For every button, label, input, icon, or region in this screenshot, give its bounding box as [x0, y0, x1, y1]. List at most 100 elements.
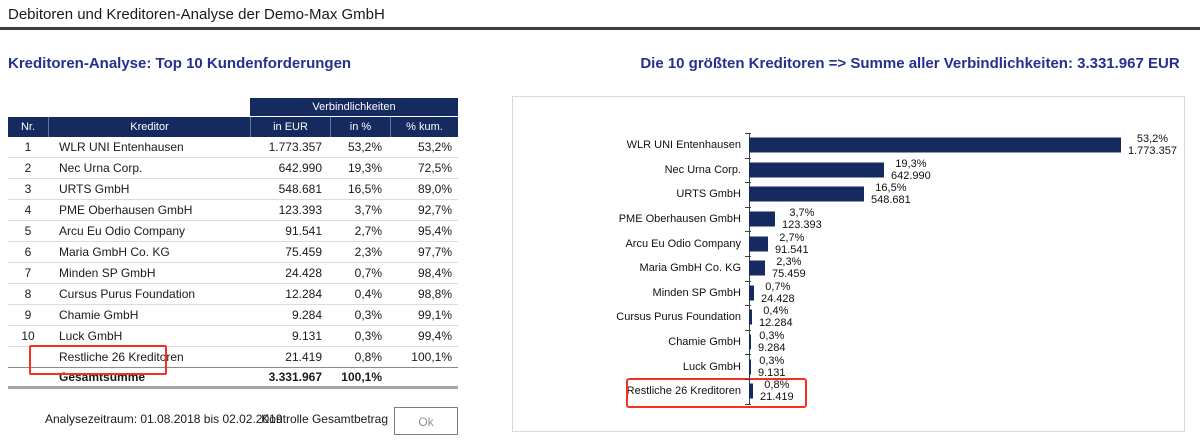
chart-title: Die 10 größten Kreditoren => Summe aller…: [640, 55, 1180, 72]
data-label-percent: 3,7%: [789, 207, 815, 220]
control-total-label: Kontrolle Gesamtbetrag: [261, 412, 388, 426]
chart-row: Maria GmbH Co. KG 2,3% 75.459: [513, 256, 1184, 281]
creditor-table: Verbindlichkeiten Nr. Kreditor in EUR in…: [8, 98, 458, 389]
chart-data-label: 2,7% 91.541: [775, 232, 809, 256]
data-label-value: 21.419: [760, 391, 794, 404]
table-cell: 642.990: [278, 161, 322, 175]
column-header-nr: Nr.: [20, 121, 36, 133]
table-cell: 3,7%: [354, 203, 382, 217]
chart-data-label: 0,8% 21.419: [760, 379, 794, 403]
axis-tick: [745, 305, 751, 307]
chart-bar: [749, 260, 765, 276]
group-header-verbindlichkeiten: Verbindlichkeiten: [250, 98, 458, 116]
chart-bar: [749, 186, 864, 202]
column-header-eur: in EUR: [250, 117, 330, 137]
table-cell: 24.428: [285, 266, 322, 280]
table-cell: Cursus Purus Foundation: [59, 287, 196, 301]
table-cell: 9.131: [291, 329, 322, 343]
table-header-row: Nr. Kreditor in EUR in % % kum.: [8, 117, 458, 137]
chart-bar: [749, 383, 753, 399]
chart-category-label: PME Oberhausen GmbH: [618, 213, 741, 226]
table-cell: Luck GmbH: [59, 329, 123, 343]
chart-panel: WLR UNI Entenhausen 53,2% 1.773.357 Nec Urn…: [512, 96, 1185, 432]
table-cell: 10: [21, 329, 35, 343]
table-cell: 53,2%: [347, 140, 382, 154]
table-cell: 5: [24, 224, 32, 238]
table-cell: 7: [24, 266, 32, 280]
table-cell: 100,1%: [411, 350, 452, 364]
table-cell: 8: [24, 287, 32, 301]
axis-tick: [745, 354, 751, 356]
table-cell: Nec Urna Corp.: [59, 161, 143, 175]
table-cell: 9: [24, 308, 32, 322]
table-cell: Restliche 26 Kreditoren: [59, 350, 184, 364]
table-row: 5 Arcu Eu Odio Company 91.541 2,7% 95,4%: [8, 221, 458, 242]
chart-data-label: 2,3% 75.459: [772, 256, 806, 280]
table-cell: 6: [24, 245, 32, 259]
axis-tick: [745, 329, 751, 331]
chart-category-label: Cursus Purus Foundation: [616, 311, 741, 324]
chart-bar: [749, 211, 775, 227]
left-section-title: Kreditoren-Analyse: Top 10 Kundenforderu…: [8, 55, 352, 72]
axis-tick: [745, 379, 751, 380]
chart-bar: [749, 309, 752, 325]
axis-tick: [745, 256, 751, 257]
table-cell: Chamie GmbH: [59, 308, 139, 322]
chart-data-label: 0,4% 12.284: [759, 305, 793, 329]
chart-row: Minden SP GmbH 0,7% 24.428: [513, 281, 1184, 306]
chart-data-label: 3,7% 123.393: [782, 207, 822, 231]
chart-row: URTS GmbH 16,5% 548.681: [513, 182, 1184, 207]
data-label-percent: 16,5%: [875, 182, 907, 195]
table-cell: 98,4%: [417, 266, 452, 280]
table-cell: Minden SP GmbH: [59, 266, 156, 280]
chart-category-label: Nec Urna Corp.: [664, 163, 741, 176]
chart-bar: [749, 334, 751, 350]
data-label-percent: 0,4%: [763, 305, 789, 318]
chart-row: Nec Urna Corp. 19,3% 642.990: [513, 158, 1184, 183]
chart-bar: [749, 236, 768, 252]
axis-tick: [745, 133, 751, 134]
chart-data-label: 16,5% 548.681: [871, 182, 911, 206]
spacer: [8, 98, 250, 116]
data-label-value: 1.773.357: [1128, 145, 1177, 158]
table-cell: 1.773.357: [268, 140, 322, 154]
chart-category-label: Minden SP GmbH: [652, 286, 741, 299]
chart-bar: [749, 162, 884, 178]
table-row: 8 Cursus Purus Foundation 12.284 0,4% 98,8%: [8, 284, 458, 305]
data-label-value: 9.284: [758, 342, 786, 355]
table-cell: 9.284: [291, 308, 322, 322]
chart-data-label: 0,3% 9.131: [758, 355, 786, 379]
table-row: 4 PME Oberhausen GmbH 123.393 3,7% 92,7%: [8, 200, 458, 221]
axis-tick: [745, 231, 751, 233]
ok-button[interactable]: Ok: [394, 407, 458, 435]
table-row: Restliche 26 Kreditoren 21.419 0,8% 100,1%: [8, 347, 458, 368]
table-cell: Maria GmbH Co. KG: [59, 245, 170, 259]
table-cell: 2,3%: [354, 245, 382, 259]
table-cell: 91.541: [285, 224, 322, 238]
table-cell: 72,5%: [417, 161, 452, 175]
table-cell: 97,7%: [417, 245, 452, 259]
chart-category-label: URTS GmbH: [676, 188, 741, 201]
table-row: 10 Luck GmbH 9.131 0,3% 99,4%: [8, 326, 458, 347]
column-header-pct: in %: [330, 117, 390, 137]
table-cell: 0,7%: [354, 266, 382, 280]
chart-bar: [749, 359, 751, 375]
chart-data-label: 53,2% 1.773.357: [1128, 133, 1177, 157]
chart-category-label: WLR UNI Entenhausen: [626, 139, 741, 152]
axis-tick: [745, 403, 751, 405]
table-cell: 75.459: [285, 245, 322, 259]
chart-bar: [749, 285, 754, 301]
axis-tick: [745, 157, 751, 159]
column-header-kreditor: Kreditor: [48, 117, 250, 137]
table-cell: 4: [24, 203, 32, 217]
data-label-value: 24.428: [761, 292, 795, 305]
table-cell: 3: [24, 182, 32, 196]
table-cell: 99,1%: [417, 308, 452, 322]
axis-tick: [745, 182, 751, 184]
table-cell: 0,8%: [354, 350, 382, 364]
chart-category-label: Restliche 26 Kreditoren: [626, 385, 741, 398]
data-label-value: 642.990: [891, 169, 931, 182]
analysis-period-label: Analysezeitraum: 01.08.2018 bis 02.02.20…: [45, 412, 283, 426]
chart-category-label: Arcu Eu Odio Company: [625, 237, 741, 250]
table-cell: PME Oberhausen GmbH: [59, 203, 193, 217]
